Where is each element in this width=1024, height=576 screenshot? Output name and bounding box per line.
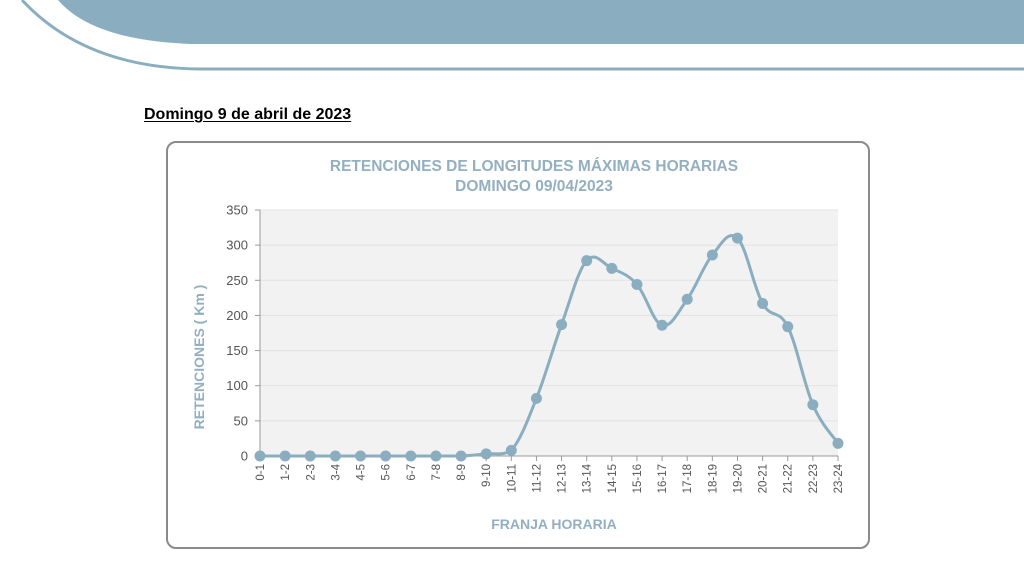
y-tick-label: 200 [226,308,248,323]
data-point [706,249,718,261]
y-tick-label: 150 [226,343,248,358]
x-tick-label: 23-24 [833,463,845,493]
x-tick-label: 1-2 [280,464,292,481]
y-tick-label: 100 [226,378,248,393]
data-point [355,450,367,462]
plot-background [260,210,838,456]
x-tick-label: 4-5 [356,464,368,481]
data-point [731,232,743,244]
y-tick-label: 300 [226,238,248,253]
data-point [530,392,542,404]
x-tick-label: 20-21 [758,464,770,493]
data-point [631,279,643,291]
x-tick-label: 9-10 [481,464,493,487]
data-point [606,262,618,274]
x-tick-label: 7-8 [431,464,443,481]
data-point [480,448,492,460]
header-banner-outline [20,0,1024,71]
x-tick-label: 21-22 [783,464,795,493]
header-banner [20,0,1024,71]
x-tick-label: 6-7 [406,464,418,481]
data-point [656,319,668,331]
x-tick-label: 2-3 [305,464,317,481]
x-tick-label: 18-19 [707,464,719,493]
data-point [581,255,593,267]
x-axis-title: FRANJA HORARIA [491,516,616,532]
data-point [757,297,769,309]
data-point [254,450,266,462]
y-tick-label: 250 [226,273,248,288]
data-point [455,450,467,462]
x-tick-label: 8-9 [456,464,468,481]
chart-svg: RETENCIONES DE LONGITUDES MÁXIMAS HORARI… [191,158,845,532]
data-point [304,450,316,462]
x-tick-label: 22-23 [808,464,820,493]
x-tick-label: 15-16 [632,464,644,493]
data-point [329,450,341,462]
x-tick-label: 10-11 [506,464,518,493]
data-point [832,437,844,449]
data-point [279,450,291,462]
y-tick-label: 350 [226,203,248,218]
x-tick-label: 5-6 [381,464,393,481]
plot-area: 0 50 100 150 200 250 300 350 0-1 1-2 2-3 3-4 4-5 5-6 6… [226,203,845,494]
y-axis-title: RETENCIONES ( Km ) [191,285,207,430]
chart-subtitle: DOMINGO 09/04/2023 [455,178,613,195]
x-tick-label: 16-17 [657,464,669,493]
y-tick-label: 0 [241,449,248,464]
chart-title: RETENCIONES DE LONGITUDES MÁXIMAS HORARI… [330,158,738,175]
data-point [782,321,794,333]
data-point [380,450,392,462]
x-tick-label: 0-1 [255,464,267,481]
data-point [405,450,417,462]
data-point [430,450,442,462]
x-tick-label: 14-15 [607,464,619,493]
x-tick-label: 19-20 [732,464,744,493]
section-date-heading: Domingo 9 de abril de 2023 [144,106,352,123]
x-tick-label: 17-18 [682,464,694,493]
x-tick-label: 3-4 [330,463,342,480]
y-tick-label: 50 [234,413,248,428]
x-tick-label: 12-13 [557,464,569,493]
data-point [681,293,693,305]
data-point [505,444,517,456]
header-banner-band [58,0,1024,44]
data-point [556,319,568,331]
data-point [807,399,819,411]
chart-container: RETENCIONES DE LONGITUDES MÁXIMAS HORARI… [166,141,870,549]
x-tick-label: 11-12 [531,464,543,493]
x-tick-label: 13-14 [582,463,594,493]
